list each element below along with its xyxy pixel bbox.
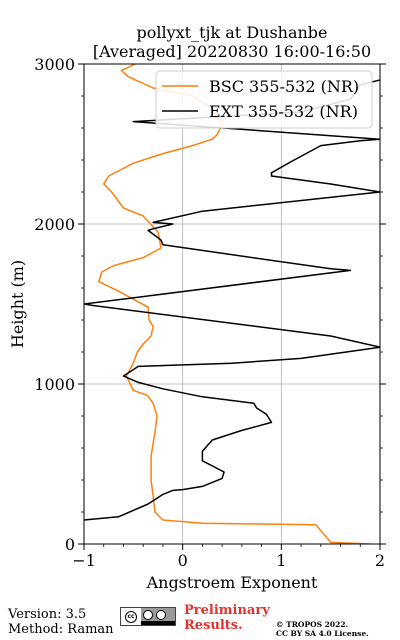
legend: BSC 355-532 (NR) EXT 355-532 (NR) — [155, 70, 373, 129]
share-alike-icon — [156, 610, 166, 620]
plot-frame — [83, 63, 381, 545]
method-text: Method: Raman — [8, 622, 114, 637]
preliminary-line1: Preliminary — [184, 603, 270, 618]
angstroem-profile-chart: pollyxt_tjk at Dushanbe [Averaged] 20220… — [8, 23, 386, 592]
y-axis-label: Height (m) — [8, 260, 27, 348]
ext-series-line — [84, 79, 380, 521]
x-tick-label: 2 — [375, 551, 385, 570]
legend-label-bsc: BSC 355-532 (NR) — [209, 77, 359, 96]
x-tick-label: −1 — [72, 551, 96, 570]
chart-subtitle: [Averaged] 20220830 16:00-16:50 — [93, 42, 371, 61]
cc-icon: cc — [125, 610, 137, 623]
x-tick-label: 0 — [178, 551, 188, 570]
copyright-note: © TROPOS 2022. CC BY SA 4.0 License. — [276, 620, 396, 638]
x-tick-label: 1 — [276, 551, 286, 570]
preliminary-line2: Results. — [184, 618, 243, 633]
y-tick-label: 3000 — [34, 55, 75, 74]
y-tick-label: 1000 — [34, 375, 75, 394]
by-attribution-icon — [143, 610, 153, 620]
chart-title: pollyxt_tjk at Dushanbe — [136, 23, 327, 42]
x-axis-label: Angstroem Exponent — [146, 573, 318, 592]
version-text: Version: 3.5 — [8, 607, 87, 622]
series-lines — [84, 64, 380, 544]
copyright-line1: © TROPOS 2022. — [276, 620, 349, 629]
bsc-series-line — [98, 64, 371, 544]
legend-label-ext: EXT 355-532 (NR) — [209, 102, 358, 121]
y-tick-label: 2000 — [34, 215, 75, 234]
y-tick-label: 0 — [65, 535, 75, 554]
preliminary-results-note: Preliminary Results. — [184, 603, 284, 633]
cc-license-badge: cc — [120, 607, 176, 626]
copyright-line2: CC BY SA 4.0 License. — [276, 629, 369, 638]
legend-box — [155, 70, 373, 129]
